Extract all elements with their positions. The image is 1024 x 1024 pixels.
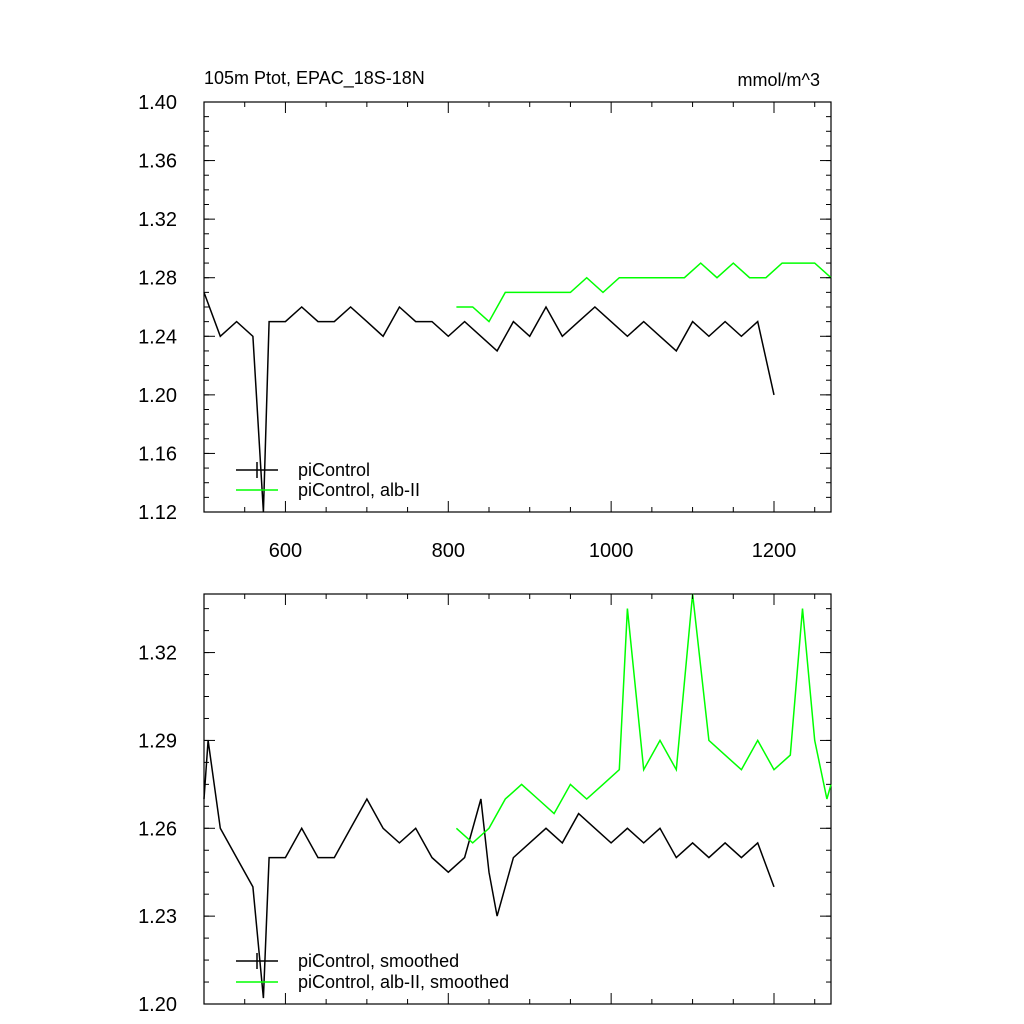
series-layer [203, 593, 832, 999]
x-tick-label: 1200 [752, 540, 797, 562]
legend: piControl, smoothed piControl, alb-II, s… [236, 951, 509, 992]
y-tick-label: 1.24 [138, 326, 177, 348]
y-tick-label: 1.32 [138, 643, 177, 665]
x-axis-ticks: 600 800 1000 1200 [244, 102, 816, 562]
chart-units: mmol/m^3 [738, 70, 820, 90]
y-tick-label: 1.26 [138, 818, 177, 840]
plot-frame [203, 593, 832, 1005]
legend-label-alb-II: piControl, alb-II [298, 480, 420, 500]
y-tick-label: 1.36 [138, 151, 177, 173]
series-line-1 [456, 262, 832, 323]
plot-frame [203, 101, 832, 513]
y-axis-ticks: 1.12 1.16 1.20 1.24 1.28 1.32 1.36 1.40 [138, 92, 831, 524]
y-tick-label: 1.20 [138, 385, 177, 407]
x-tick-label: 1000 [589, 540, 634, 562]
x-tick-label: 800 [432, 540, 465, 562]
y-tick-label: 1.23 [138, 906, 177, 928]
series-line-0 [203, 740, 775, 999]
y-tick-label: 1.29 [138, 730, 177, 752]
y-axis-ticks: 1.20 1.23 1.26 1.29 1.32 [138, 608, 831, 1016]
y-tick-label: 1.32 [138, 209, 177, 231]
legend-label-alb-II-smoothed: piControl, alb-II, smoothed [298, 972, 509, 992]
chart-title: 105m Ptot, EPAC_18S-18N [204, 68, 425, 89]
top-chart: 105m Ptot, EPAC_18S-18N mmol/m^3 1.121.1… [138, 68, 832, 562]
x-tick-label: 600 [269, 540, 302, 562]
series-layer [203, 262, 832, 513]
legend-label-smoothed: piControl, smoothed [298, 951, 459, 971]
y-tick-label: 1.16 [138, 443, 177, 465]
series-line-1 [455, 593, 832, 844]
legend-label-piControl: piControl [298, 460, 370, 480]
legend: piControl piControl, alb-II [236, 460, 420, 500]
y-tick-label: 1.20 [138, 994, 177, 1016]
y-tick-label: 1.12 [138, 502, 177, 524]
y-tick-label: 1.40 [138, 92, 177, 114]
bottom-chart: 1.20 1.23 1.26 1.29 1.32 piControl, smoothed… [138, 593, 832, 1016]
series-line-0 [203, 292, 775, 513]
y-tick-label: 1.28 [138, 268, 177, 290]
x-axis-ticks [244, 594, 816, 1004]
